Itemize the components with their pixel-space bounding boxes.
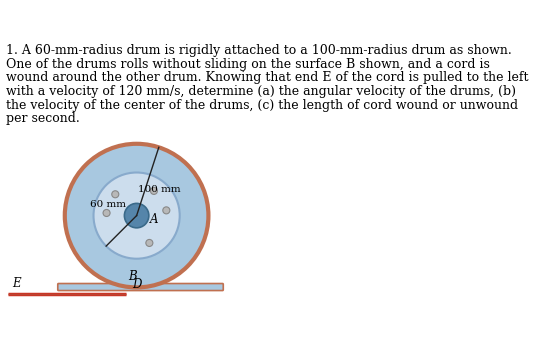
Text: per second.: per second. [6, 112, 80, 125]
Text: 100 mm: 100 mm [138, 185, 181, 194]
Circle shape [112, 191, 119, 198]
Text: with a velocity of 120 mm/s, determine (a) the angular velocity of the drums, (b: with a velocity of 120 mm/s, determine (… [6, 85, 516, 98]
Circle shape [150, 187, 157, 194]
Text: wound around the other drum. Knowing that end E of the cord is pulled to the lef: wound around the other drum. Knowing tha… [6, 71, 529, 84]
Text: One of the drums rolls without sliding on the surface B shown, and a cord is: One of the drums rolls without sliding o… [6, 58, 490, 71]
Circle shape [146, 239, 153, 247]
Text: 60 mm: 60 mm [90, 200, 126, 209]
FancyBboxPatch shape [58, 284, 223, 291]
Circle shape [124, 203, 149, 228]
Circle shape [65, 144, 208, 287]
Text: A: A [150, 213, 159, 226]
Circle shape [93, 173, 180, 259]
Circle shape [103, 210, 110, 216]
Text: E: E [12, 277, 21, 290]
Text: D: D [132, 278, 141, 291]
Text: B: B [128, 270, 137, 283]
Circle shape [163, 207, 170, 214]
Text: 1. A 60-mm-radius drum is rigidly attached to a 100-mm-radius drum as shown.: 1. A 60-mm-radius drum is rigidly attach… [6, 44, 512, 57]
Text: the velocity of the center of the drums, (c) the length of cord wound or unwound: the velocity of the center of the drums,… [6, 98, 519, 111]
